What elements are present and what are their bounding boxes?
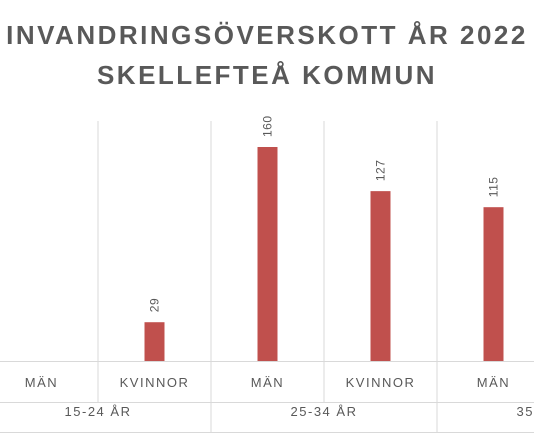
data-label: 115 bbox=[487, 177, 501, 198]
category-label: MÄN bbox=[477, 375, 510, 390]
chart-title-line-2: SKELLEFTEÅ KOMMUN bbox=[96, 60, 438, 90]
bar bbox=[483, 207, 504, 361]
group-label: 15-24 ÅR bbox=[65, 404, 132, 419]
category-label: MÄN bbox=[251, 375, 284, 390]
bar bbox=[144, 322, 165, 361]
category-label: KVINNOR bbox=[346, 375, 416, 390]
chart-title-line-1: INVANDRINGSÖVERSKOTT ÅR 2022 bbox=[6, 20, 528, 50]
group-label: 35-44 ÅR bbox=[517, 404, 534, 419]
data-label: 127 bbox=[374, 160, 388, 182]
category-label: MÄN bbox=[25, 375, 58, 390]
bar bbox=[370, 191, 391, 361]
group-label: 25-34 ÅR bbox=[291, 404, 358, 419]
data-label: 160 bbox=[261, 115, 275, 137]
category-label: KVINNOR bbox=[120, 375, 190, 390]
data-label: 29 bbox=[148, 298, 162, 312]
bar bbox=[257, 147, 278, 361]
